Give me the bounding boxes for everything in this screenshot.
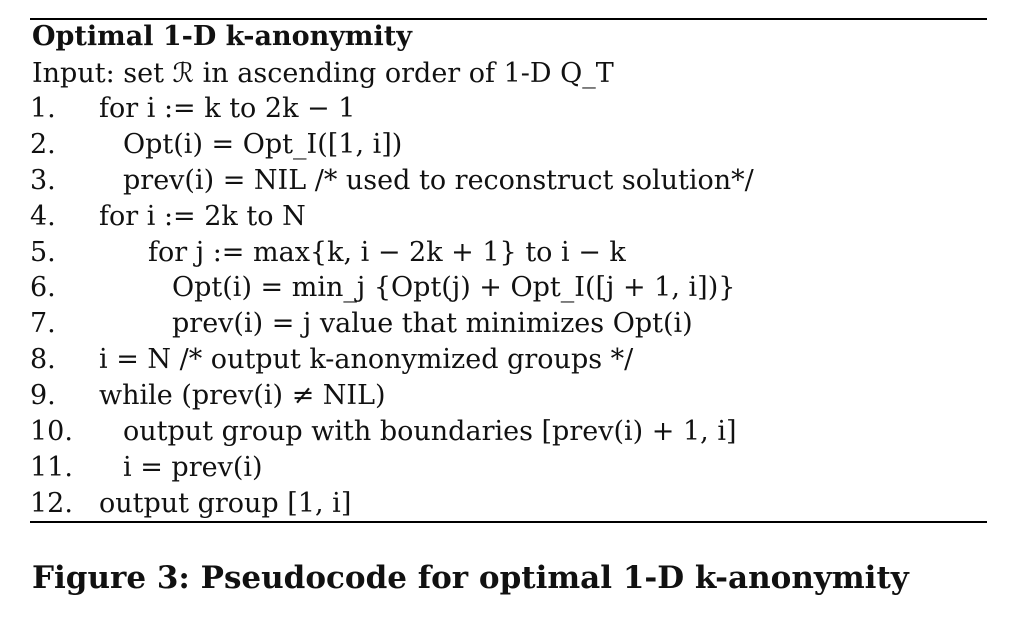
line-number: 12. [30,487,73,519]
line-code: i = N /* output k-anonymized groups */ [99,344,634,376]
figure-caption: Figure 3: Pseudocode for optimal 1-D k-a… [32,560,909,596]
line-code: output group [1, i] [99,487,352,519]
line-number: 2. [30,128,56,160]
line-number: 1. [30,93,56,124]
line-code: Opt(i) = min_j {Opt(j) + Opt_I([j + 1, i… [172,272,736,304]
line-number: 5. [30,236,56,268]
bottom-rule [30,521,987,523]
line-number: 8. [30,344,56,376]
line-code: prev(i) = NIL /* used to reconstruct sol… [123,164,754,196]
line-number: 4. [30,200,56,232]
line-number: 11. [30,451,73,483]
line-code: output group with boundaries [prev(i) + … [123,416,737,448]
line-code: for j := max{k, i − 2k + 1} to i − k [148,236,626,268]
line-code: while (prev(i) ≠ NIL) [99,380,386,412]
line-number: 10. [30,416,73,448]
top-rule [30,18,987,20]
line-number: 9. [30,380,56,412]
line-code: for i := k to 2k − 1 [99,93,356,124]
algorithm-title: Optimal 1-D k-anonymity [32,21,412,52]
line-code: for i := 2k to N [99,200,306,232]
line-number: 3. [30,164,56,196]
line-number: 7. [30,308,56,340]
line-code: Opt(i) = Opt_I([1, i]) [123,128,403,160]
line-code: i = prev(i) [123,451,263,483]
line-code: prev(i) = j value that minimizes Opt(i) [172,308,693,340]
line-number: 6. [30,272,56,304]
algorithm-input: Input: set ℛ in ascending order of 1-D Q… [32,58,614,89]
